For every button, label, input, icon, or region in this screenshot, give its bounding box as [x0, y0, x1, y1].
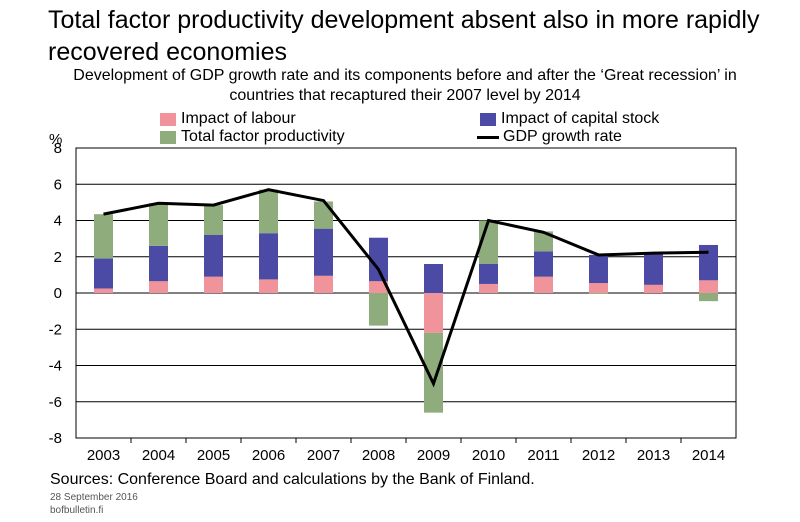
- legend-swatch-capital: [480, 113, 496, 126]
- bar-labour: [479, 283, 498, 293]
- bar-capital: [259, 233, 278, 280]
- y-axis-unit-label: %: [49, 131, 63, 148]
- y-tick-label: -2: [49, 321, 62, 338]
- bar-capital: [479, 264, 498, 284]
- bar-tfp: [534, 231, 553, 252]
- y-tick-label: 0: [54, 285, 62, 302]
- x-tick-label: 2008: [362, 447, 395, 464]
- bar-tfp: [259, 189, 278, 234]
- bar-labour: [699, 280, 718, 293]
- chart-subtitle: Development of GDP growth rate and its c…: [73, 67, 737, 104]
- legend-line-gdp: [477, 136, 499, 139]
- x-tick-label: 2006: [252, 447, 285, 464]
- bar-capital: [149, 245, 168, 282]
- y-tick-label: 6: [54, 176, 62, 193]
- bar-capital: [424, 264, 443, 293]
- bar-capital: [699, 244, 718, 281]
- x-tick-label: 2004: [142, 447, 175, 464]
- bar-labour: [534, 276, 553, 293]
- bar-tfp: [204, 205, 223, 235]
- bar-labour: [149, 281, 168, 293]
- x-tick-label: 2010: [472, 447, 505, 464]
- chart-title: Total factor productivity development ab…: [48, 6, 760, 66]
- publication-date: 28 September 2016: [50, 492, 138, 503]
- bar-capital: [644, 253, 663, 285]
- bar-labour: [589, 283, 608, 293]
- y-tick-label: 8: [54, 140, 62, 157]
- bar-capital: [314, 228, 333, 276]
- bar-tfp: [424, 332, 443, 413]
- bar-capital: [204, 235, 223, 277]
- bar-labour: [369, 281, 388, 293]
- bar-labour: [314, 275, 333, 293]
- y-tick-label: -8: [49, 430, 62, 447]
- legend-label-labour: Impact of labour: [181, 110, 296, 127]
- x-tick-label: 2003: [87, 447, 120, 464]
- sources-note: Sources: Conference Board and calculatio…: [50, 471, 535, 488]
- bar-tfp: [94, 214, 113, 259]
- y-tick-label: 4: [54, 213, 62, 230]
- x-tick-label: 2014: [692, 447, 725, 464]
- bar-labour: [644, 284, 663, 293]
- x-tick-label: 2007: [307, 447, 340, 464]
- y-tick-label: -6: [49, 394, 62, 411]
- legend-swatch-tfp: [160, 131, 176, 144]
- x-tick-label: 2013: [637, 447, 670, 464]
- bar-labour: [204, 276, 223, 293]
- bar-capital: [589, 254, 608, 284]
- y-tick-label: -4: [49, 358, 62, 375]
- bar-labour: [259, 279, 278, 293]
- x-tick-label: 2011: [527, 447, 559, 464]
- legend-swatch-labour: [160, 113, 176, 126]
- x-tick-label: 2005: [197, 447, 230, 464]
- bar-labour: [424, 293, 443, 333]
- x-tick-label: 2012: [582, 447, 615, 464]
- gdp-growth-line: [103, 188, 709, 388]
- x-tick-label: 2009: [417, 447, 450, 464]
- y-tick-label: 2: [54, 249, 62, 266]
- legend-label-capital: Impact of capital stock: [501, 110, 660, 127]
- bar-tfp: [314, 201, 333, 229]
- bar-tfp: [699, 293, 718, 302]
- legend-label-tfp: Total factor productivity: [181, 128, 345, 145]
- bar-tfp: [589, 293, 608, 294]
- bar-capital: [94, 258, 113, 289]
- bar-tfp: [369, 293, 388, 326]
- bar-capital: [369, 237, 388, 282]
- legend-label-gdp: GDP growth rate: [503, 128, 622, 145]
- bar-labour: [94, 288, 113, 293]
- site-url: bofbulletin.fi: [50, 505, 104, 516]
- bar-tfp: [149, 203, 168, 246]
- bar-capital: [534, 251, 553, 277]
